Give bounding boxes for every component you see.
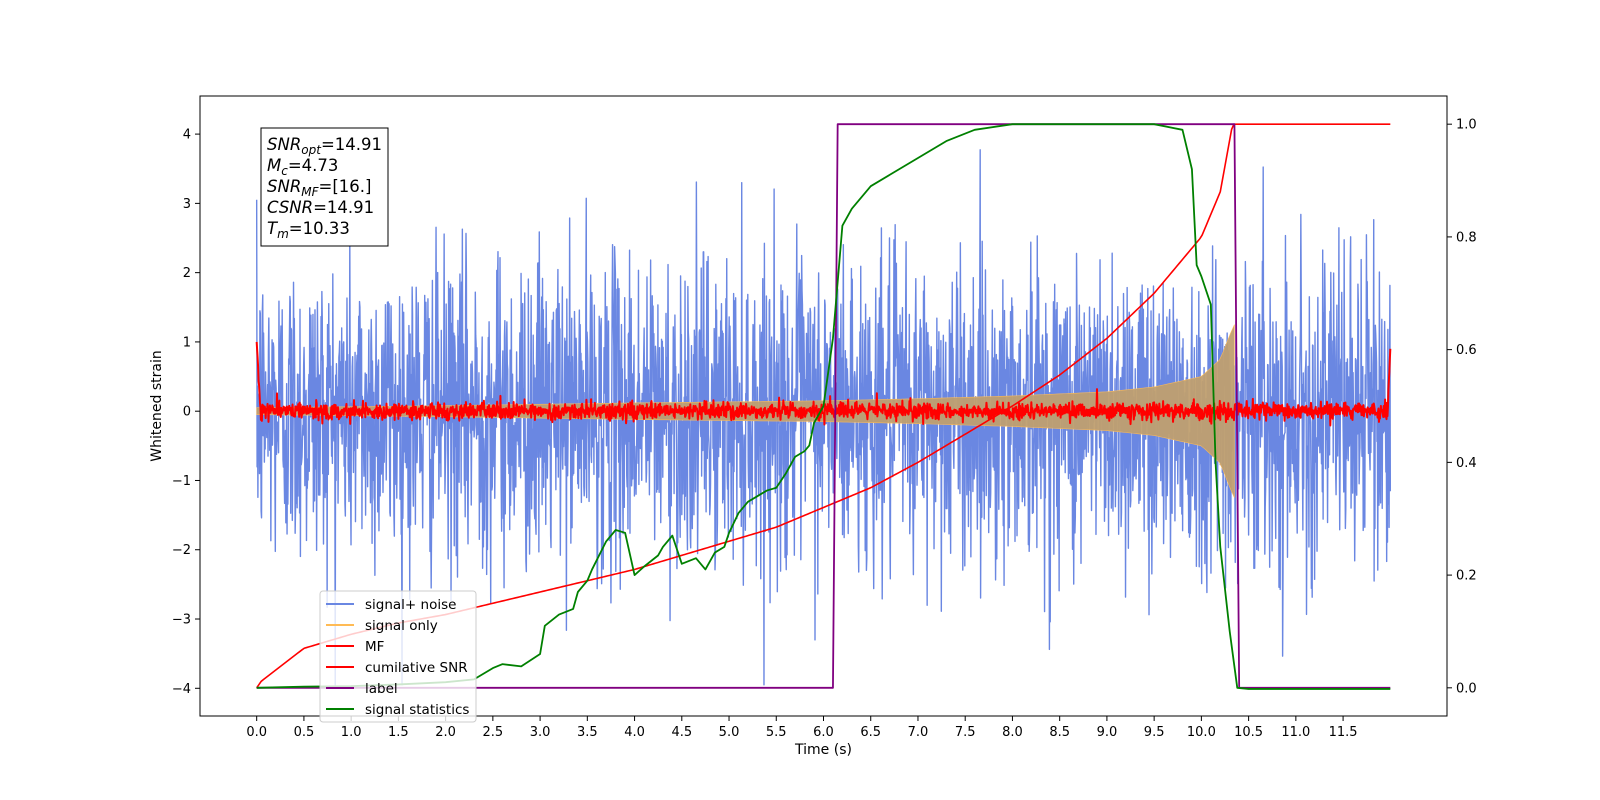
x-tick-label: 11.5 [1329,725,1358,740]
y-left-axis-ticks: −4 −3 −2 −1 0 1 2 3 4 [172,128,200,697]
x-tick-label: 0.5 [294,725,315,740]
x-tick-label: 3.0 [530,725,551,740]
x-tick-label: 4.5 [671,725,692,740]
y-right-axis-ticks: 0.0 0.2 0.4 0.6 0.8 1.0 [1447,118,1477,696]
annotation-line: Tm=10.33 [267,219,350,241]
y-right-tick-label: 0.4 [1456,456,1477,471]
x-tick-label: 11.0 [1281,725,1310,740]
y-left-tick-label: 1 [183,335,191,350]
annotation-line: CSNR=14.91 [267,198,374,217]
x-tick-label: 7.5 [955,725,976,740]
y-left-tick-label: −4 [172,682,191,697]
series-line-signal-noise [255,149,1392,686]
y-left-tick-label: 2 [183,266,191,281]
y-right-tick-label: 0.0 [1456,681,1477,696]
series-line-mf [255,341,1392,427]
x-tick-label: 9.0 [1097,725,1118,740]
x-tick-label: 6.0 [813,725,834,740]
annotation-frame [260,127,389,247]
y-axis-label: Whitened strain [149,350,165,461]
legend-label: signal statistics [365,702,469,718]
y-left-tick-label: 4 [183,128,191,143]
y-right-tick-label: 0.6 [1456,343,1477,358]
x-tick-label: 10.0 [1187,725,1216,740]
legend-label: MF [365,639,384,655]
x-tick-label: 8.5 [1049,725,1070,740]
x-tick-label: 0.0 [246,725,267,740]
x-tick-label: 7.0 [908,725,929,740]
x-axis-label: Time (s) [794,742,852,758]
y-right-tick-label: 1.0 [1456,118,1477,133]
y-right-tick-label: 0.8 [1456,230,1477,245]
series-line-signal-statistics [256,123,1391,690]
y-left-tick-label: −2 [172,543,191,558]
y-left-tick-label: 3 [183,197,191,212]
legend-frame [319,590,477,723]
y-left-tick-label: −1 [172,474,191,489]
x-tick-label: 6.5 [860,725,881,740]
y-left-tick-label: 0 [183,405,191,420]
annotation-line: SNRopt=14.91 [267,135,382,157]
x-tick-label: 1.0 [341,725,362,740]
x-tick-label: 10.5 [1234,725,1263,740]
legend: signal+ noise signal only MF cumilative SNR… [319,590,477,723]
x-tick-label: 5.5 [766,725,787,740]
x-tick-label: 1.5 [388,725,409,740]
legend-label: label [365,681,398,697]
x-axis-ticks: 0.0 0.5 1.0 1.5 2.0 2.5 3.0 3.5 4.0 4.5 5.0 5.5 6.0 6… [246,716,1358,740]
legend-label: signal+ noise [365,597,456,613]
x-tick-label: 8.0 [1002,725,1023,740]
x-tick-label: 5.0 [719,725,740,740]
x-tick-label: 3.5 [577,725,598,740]
x-tick-label: 2.5 [483,725,504,740]
x-tick-label: 9.5 [1144,725,1165,740]
annotation-box: SNRopt=14.91Mc=4.73SNRMF=[16.]CSNR=14.91… [260,127,389,247]
x-tick-label: 4.0 [624,725,645,740]
y-right-tick-label: 0.2 [1456,569,1477,584]
legend-label: cumilative SNR [365,660,468,676]
y-left-tick-label: −3 [172,613,191,628]
x-tick-label: 2.0 [435,725,456,740]
legend-label: signal only [365,618,438,634]
annotation-line: SNRMF=[16.] [267,177,372,199]
annotation-line: Mc=4.73 [267,156,338,178]
